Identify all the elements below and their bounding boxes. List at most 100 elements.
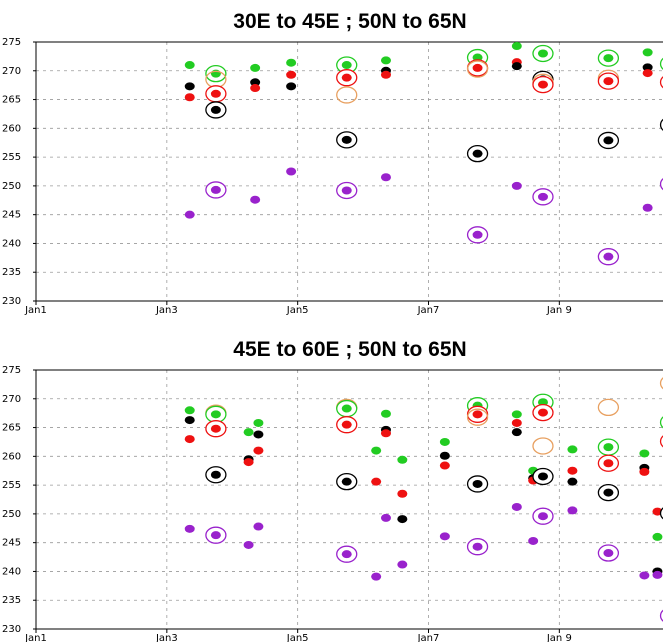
data-point-purple	[511, 181, 522, 190]
y-tick-label: 235	[2, 595, 21, 606]
data-point-red	[243, 458, 254, 467]
y-tick-label: 270	[2, 66, 21, 77]
data-point-red	[639, 467, 650, 476]
data-point-black	[439, 451, 450, 460]
data-point-black	[250, 78, 261, 87]
data-point-green	[603, 54, 614, 63]
data-point-purple	[397, 560, 408, 569]
data-point-black	[184, 416, 195, 425]
data-point-black	[472, 149, 483, 158]
data-ring-green	[659, 57, 663, 70]
data-point-red	[371, 477, 382, 486]
data-point-red	[397, 489, 408, 498]
plot-frame	[35, 41, 663, 302]
data-point-green	[567, 445, 578, 454]
y-tick-label: 260	[2, 451, 21, 462]
data-point-black	[184, 82, 195, 91]
data-ring-orange	[659, 377, 663, 390]
data-point-red	[184, 93, 195, 102]
data-point-purple	[210, 185, 221, 194]
data-point-green	[286, 58, 297, 67]
data-point-red	[603, 459, 614, 468]
data-point-green	[511, 42, 522, 51]
data-point-red	[184, 435, 195, 444]
y-tick-label: 240	[2, 566, 21, 577]
data-point-purple	[639, 571, 650, 580]
data-point-black	[286, 82, 297, 91]
data-point-red	[642, 69, 653, 78]
data-point-green	[341, 61, 352, 70]
y-tick-label: 270	[2, 394, 21, 405]
data-ring-black	[659, 118, 663, 131]
x-tick-label: Jan7	[417, 305, 440, 316]
chart-panel-bottom: 45E to 60E ; 50N to 65N 2302352402452502…	[2, 338, 663, 642]
data-ring-orange	[532, 437, 554, 455]
y-tick-label: 230	[2, 624, 21, 635]
data-point-purple	[243, 540, 254, 549]
data-point-purple	[371, 572, 382, 581]
data-point-purple	[286, 167, 297, 176]
y-tick-label: 265	[2, 95, 21, 106]
grid-bottom	[36, 370, 663, 629]
data-ring-orange	[597, 398, 620, 417]
x-tick-label: Jan 9	[546, 305, 572, 316]
tick-labels-bottom: 230 235 240 245 250 255 260 265 270 275 Jan1 Jan3 Ja…	[2, 365, 572, 642]
data-point-green	[639, 449, 650, 458]
data-ring-orange	[336, 86, 358, 104]
data-point-green	[603, 443, 614, 452]
data-point-purple	[210, 531, 221, 540]
data-point-red	[472, 410, 483, 419]
data-point-purple	[341, 550, 352, 559]
data-point-green	[537, 49, 548, 58]
y-tick-label: 255	[2, 480, 21, 491]
data-point-green	[341, 404, 352, 413]
x-tick-label: Jan1	[24, 305, 47, 316]
data-point-purple	[184, 524, 195, 533]
data-point-green	[243, 428, 254, 437]
data-ring-black	[659, 507, 663, 520]
data-point-purple	[250, 195, 261, 204]
y-tick-label: 250	[2, 509, 21, 520]
data-point-green	[397, 455, 408, 464]
data-ring-purple	[659, 178, 663, 191]
data-point-purple	[511, 502, 522, 511]
y-tick-label: 250	[2, 181, 21, 192]
data-point-green	[184, 61, 195, 70]
data-point-green	[371, 446, 382, 455]
data-point-black	[210, 105, 221, 114]
x-tick-label: Jan1	[24, 633, 47, 642]
data-point-black	[537, 472, 548, 481]
data-point-red	[439, 461, 450, 470]
data-point-purple	[652, 570, 663, 579]
chart-title-bottom: 45E to 60E ; 50N to 65N	[233, 338, 466, 361]
data-markers-bottom	[184, 377, 663, 622]
data-point-red	[286, 70, 297, 79]
data-point-green	[380, 56, 391, 65]
x-tick-label: Jan3	[155, 305, 178, 316]
data-point-black	[397, 515, 408, 524]
data-point-red	[341, 420, 352, 429]
data-point-purple	[528, 536, 539, 545]
data-point-black	[603, 136, 614, 145]
y-tick-label: 235	[2, 267, 21, 278]
data-point-black	[567, 477, 578, 486]
y-tick-label: 275	[2, 365, 21, 376]
data-ring-red	[659, 76, 663, 89]
data-point-black	[341, 477, 352, 486]
data-ring-red	[659, 435, 663, 448]
data-point-red	[537, 80, 548, 89]
data-point-purple	[472, 230, 483, 239]
y-tick-label: 260	[2, 123, 21, 134]
x-tick-label: Jan5	[286, 305, 309, 316]
data-point-purple	[380, 173, 391, 182]
data-point-green	[642, 48, 653, 57]
data-point-purple	[472, 542, 483, 551]
data-point-black	[472, 479, 483, 488]
y-tick-label: 255	[2, 152, 21, 163]
x-tick-label: Jan5	[286, 633, 309, 642]
data-point-green	[250, 63, 261, 72]
data-point-red	[567, 466, 578, 475]
chart-title-top: 30E to 45E ; 50N to 65N	[233, 10, 466, 33]
data-point-red	[603, 77, 614, 86]
data-point-red	[210, 424, 221, 433]
